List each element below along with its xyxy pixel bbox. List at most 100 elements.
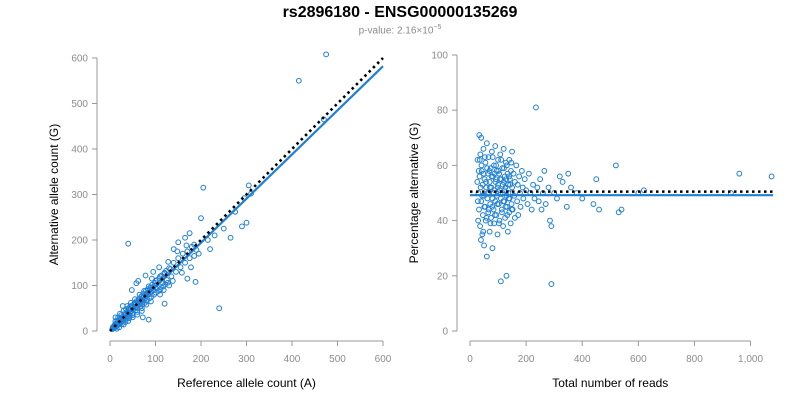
right-data-point — [480, 212, 486, 218]
right-data-point — [476, 156, 483, 163]
left-data-point — [178, 269, 185, 276]
right-data-point — [494, 201, 501, 207]
right-data-point — [495, 168, 502, 174]
right-data-point — [542, 201, 549, 207]
right-data-point — [490, 162, 497, 169]
right-data-point — [481, 176, 488, 183]
right-data-point — [503, 162, 510, 169]
right-x-tick-label: 600 — [630, 354, 647, 365]
left-data-point — [207, 246, 214, 253]
right-data-point — [478, 198, 485, 205]
left-data-point — [150, 268, 157, 275]
left-data-point — [192, 278, 199, 285]
right-data-point — [482, 159, 489, 166]
left-data-point — [183, 242, 190, 249]
left-data-point — [216, 305, 223, 312]
right-data-point — [514, 198, 521, 205]
right-data-point — [507, 220, 514, 227]
left-data-point — [200, 184, 207, 191]
right-data-point — [768, 173, 775, 180]
right-data-point — [503, 159, 509, 166]
pvalue-exponent: −5 — [433, 24, 442, 31]
right-data-point — [505, 181, 512, 188]
right-y-tick-label: 60 — [437, 161, 449, 172]
right-data-point — [494, 231, 501, 238]
left-data-point — [145, 316, 152, 323]
left-data-point — [155, 288, 162, 294]
right-data-point — [511, 179, 518, 185]
left-y-tick-label: 300 — [71, 190, 88, 201]
left-y-tick-label: 500 — [71, 99, 88, 110]
right-data-point — [579, 195, 586, 202]
right-data-point — [496, 217, 503, 224]
left-y-tick-label: 200 — [71, 236, 88, 247]
left-data-point — [173, 268, 179, 275]
right-data-point — [498, 156, 505, 163]
left-x-tick-label: 100 — [147, 354, 164, 365]
left-data-point — [188, 264, 194, 271]
left-data-point — [175, 239, 182, 246]
left-x-tick-label: 200 — [193, 354, 210, 365]
right-data-point — [590, 201, 597, 207]
right-data-point — [506, 173, 512, 180]
left-y-tick-label: 600 — [71, 54, 88, 65]
right-data-point — [481, 242, 487, 249]
right-data-point — [474, 156, 481, 163]
right-data-point — [499, 165, 506, 172]
right-data-point — [521, 176, 528, 183]
right-data-point — [489, 195, 496, 202]
left-data-point — [166, 282, 173, 289]
left-data-point — [179, 250, 186, 257]
right-data-point — [519, 184, 526, 191]
right-data-point — [483, 140, 490, 147]
right-data-point — [499, 181, 506, 188]
right-data-point — [489, 154, 496, 161]
right-data-point — [528, 206, 535, 213]
left-data-point — [191, 253, 198, 259]
right-data-point — [500, 145, 507, 152]
left-data-point — [165, 258, 172, 265]
right-data-point — [519, 168, 525, 174]
left-data-point — [220, 225, 227, 232]
left-x-tick-label: 600 — [375, 354, 392, 365]
right-data-point — [475, 217, 482, 224]
right-data-point — [506, 176, 513, 183]
right-data-point — [508, 201, 515, 207]
left-fit-line — [109, 65, 384, 332]
right-data-point — [517, 203, 524, 210]
right-data-point — [508, 159, 515, 166]
right-data-point — [593, 176, 600, 183]
left-reference-line — [109, 57, 384, 332]
right-data-point — [479, 181, 486, 188]
left-data-point — [186, 230, 193, 237]
right-data-point — [500, 223, 507, 230]
right-y-tick-label: 100 — [431, 51, 448, 62]
right-data-point — [499, 209, 505, 216]
left-data-point — [142, 272, 149, 279]
right-data-point — [503, 272, 510, 279]
right-data-point — [500, 198, 507, 205]
left-data-point — [132, 299, 138, 306]
right-data-point — [480, 228, 487, 235]
right-data-point — [596, 206, 602, 213]
right-data-point — [504, 228, 511, 235]
right-data-point — [491, 170, 498, 177]
right-data-point — [487, 220, 494, 227]
left-data-point — [129, 310, 136, 317]
left-x-tick-label: 300 — [238, 354, 255, 365]
left-data-point — [148, 275, 155, 282]
right-data-point — [476, 132, 483, 138]
left-data-point — [151, 291, 158, 298]
left-x-tick-label: 0 — [107, 354, 113, 365]
left-data-point — [133, 298, 140, 304]
left-data-point — [142, 299, 148, 306]
right-data-point — [641, 187, 647, 194]
right-data-point — [537, 176, 544, 183]
right-data-point — [481, 203, 488, 210]
left-data-point — [170, 246, 177, 253]
right-data-point — [515, 212, 522, 218]
left-data-point — [184, 275, 191, 282]
right-data-point — [502, 203, 509, 210]
right-data-point — [504, 170, 511, 177]
